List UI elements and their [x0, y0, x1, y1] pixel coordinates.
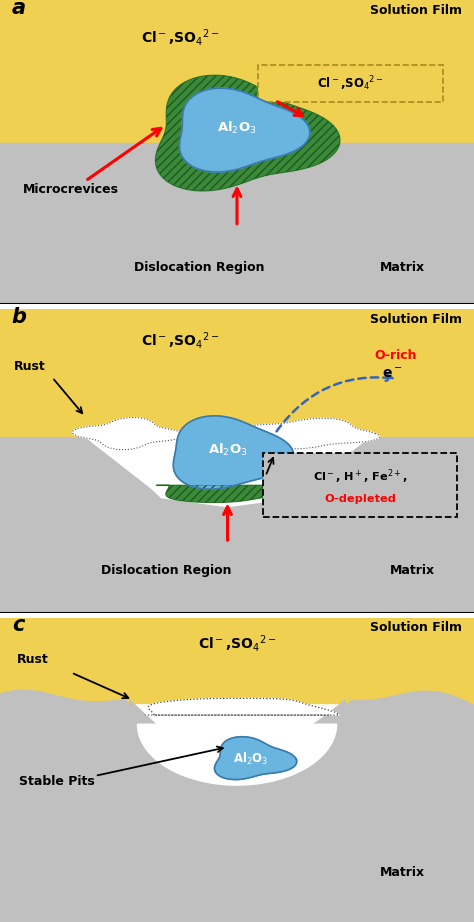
Text: b: b [12, 306, 27, 326]
Text: Stable Pits: Stable Pits [19, 775, 95, 788]
Polygon shape [156, 485, 311, 502]
Polygon shape [0, 618, 128, 703]
Text: Cl$^-$,SO$_4$$^{2-}$: Cl$^-$,SO$_4$$^{2-}$ [198, 632, 276, 654]
Text: Dislocation Region: Dislocation Region [100, 563, 231, 576]
Text: a: a [12, 0, 26, 18]
Text: O-rich: O-rich [374, 349, 417, 362]
Text: Rust: Rust [14, 360, 46, 372]
Text: Dislocation Region: Dislocation Region [134, 261, 264, 274]
Polygon shape [237, 419, 380, 449]
Text: Cl$^-$,SO$_4$$^{2-}$: Cl$^-$,SO$_4$$^{2-}$ [317, 75, 384, 93]
Polygon shape [0, 689, 474, 922]
Polygon shape [155, 76, 340, 191]
Text: Cl$^-$, H$^+$, Fe$^{2+}$,: Cl$^-$, H$^+$, Fe$^{2+}$, [313, 467, 408, 486]
Text: Matrix: Matrix [380, 867, 426, 880]
FancyBboxPatch shape [263, 454, 457, 517]
Polygon shape [173, 416, 294, 489]
FancyArrowPatch shape [276, 374, 392, 431]
Text: Matrix: Matrix [390, 563, 435, 576]
Text: e$^-$: e$^-$ [383, 366, 403, 381]
Polygon shape [346, 618, 474, 703]
Text: Al$_2$O$_3$: Al$_2$O$_3$ [234, 751, 269, 767]
Polygon shape [85, 437, 370, 507]
Text: Matrix: Matrix [380, 261, 426, 274]
Text: Al$_2$O$_3$: Al$_2$O$_3$ [208, 443, 247, 458]
Text: Al$_2$O$_3$: Al$_2$O$_3$ [217, 120, 257, 136]
Polygon shape [145, 698, 338, 715]
Polygon shape [180, 89, 310, 172]
Text: Solution Film: Solution Film [370, 621, 462, 634]
Polygon shape [215, 737, 297, 780]
Text: O-depleted: O-depleted [324, 493, 396, 503]
Text: Microcrevices: Microcrevices [23, 183, 119, 196]
Text: c: c [12, 615, 24, 635]
Text: Cl$^-$,SO$_4$$^{2-}$: Cl$^-$,SO$_4$$^{2-}$ [141, 27, 219, 48]
FancyBboxPatch shape [258, 65, 443, 102]
Text: Cl$^-$,SO$_4$$^{2-}$: Cl$^-$,SO$_4$$^{2-}$ [141, 330, 219, 350]
Polygon shape [137, 725, 337, 785]
Text: Solution Film: Solution Film [370, 4, 462, 17]
Text: Rust: Rust [17, 654, 48, 667]
Polygon shape [73, 418, 183, 450]
Text: Solution Film: Solution Film [370, 313, 462, 325]
